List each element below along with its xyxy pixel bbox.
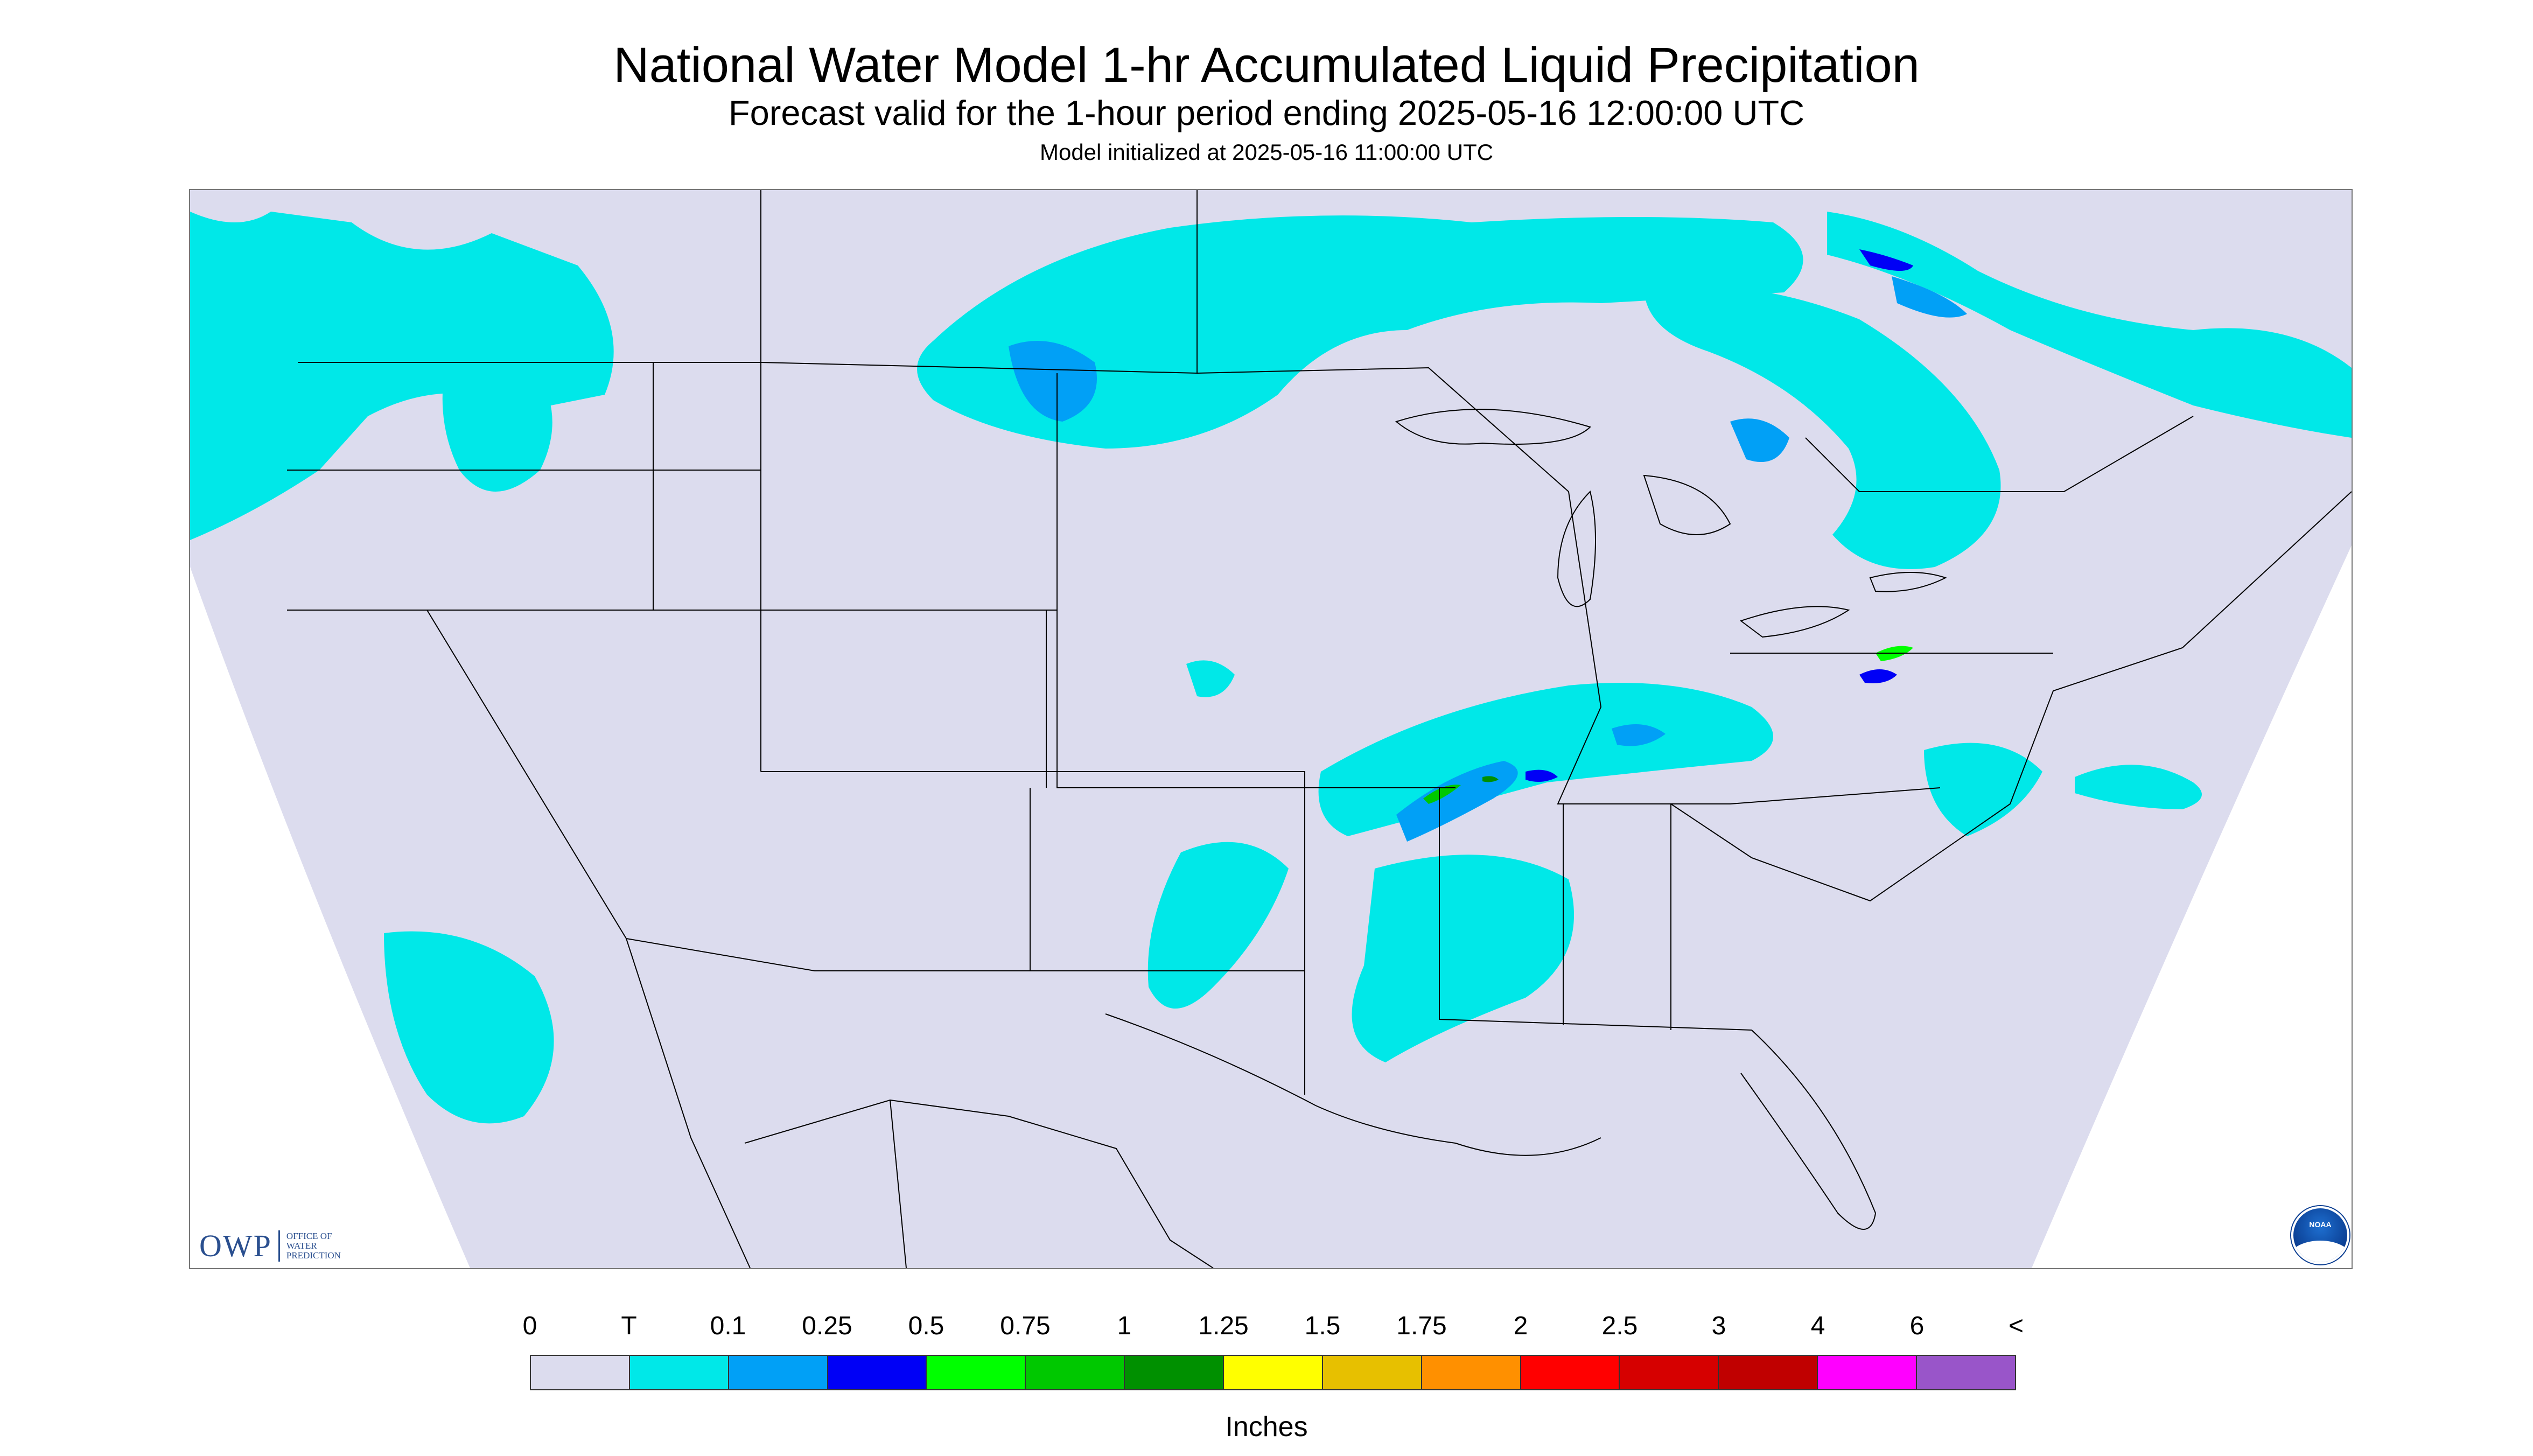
precip-moderate-areas: [1526, 249, 1913, 782]
legend-labels: 0 T 0.1 0.25 0.5 0.75 1 1.25 1.5 1.75 2 2.5 3 4 6 <: [0, 1311, 2533, 1343]
legend-label: 2: [1513, 1312, 1528, 1340]
legend-swatch: [729, 1356, 828, 1389]
owp-logo-divider: [278, 1230, 280, 1262]
legend-swatch: [629, 1356, 729, 1389]
legend-swatch: [1818, 1356, 1918, 1389]
legend-label: 0: [522, 1312, 537, 1340]
legend-label: 0.5: [908, 1312, 944, 1340]
legend-label: 1.25: [1198, 1312, 1249, 1340]
legend-swatch: [1719, 1356, 1818, 1389]
noaa-logo-wave: [2293, 1241, 2347, 1262]
legend-label: T: [621, 1312, 637, 1340]
owp-logo-text: OWP: [199, 1228, 272, 1263]
owp-logo-subtitle: OFFICE OF WATER PREDICTION: [286, 1230, 341, 1261]
great-lakes: [1395, 409, 1947, 638]
legend-swatch: [1521, 1356, 1620, 1389]
legend-swatch: [1422, 1356, 1521, 1389]
precipitation-map: [189, 189, 2353, 1269]
precip-trace-areas: [190, 212, 2352, 1124]
legend-units: Inches: [1225, 1411, 1308, 1443]
legend-swatch: [1224, 1356, 1323, 1389]
legend-label: 1: [1117, 1312, 1132, 1340]
legend-label: 0.75: [1000, 1312, 1051, 1340]
noaa-logo-text: NOAA: [2309, 1220, 2332, 1229]
legend-swatch: [531, 1356, 630, 1389]
model-domain: [190, 190, 2352, 1268]
legend-label: 2.5: [1601, 1312, 1638, 1340]
map-title: National Water Model 1-hr Accumulated Li…: [613, 38, 1920, 93]
legend-swatch: [1026, 1356, 1125, 1389]
legend-label: 3: [1711, 1312, 1726, 1340]
legend-label: 1.5: [1304, 1312, 1341, 1340]
legend-label: 0.1: [710, 1312, 746, 1340]
legend-swatch: [1125, 1356, 1224, 1389]
legend-swatch: [927, 1356, 1026, 1389]
color-legend: [530, 1355, 2016, 1390]
legend-label: <: [2008, 1312, 2024, 1340]
legend-swatch: [828, 1356, 927, 1389]
legend-swatch: [1917, 1356, 2015, 1389]
model-init-text: Model initialized at 2025-05-16 11:00:00…: [1039, 139, 1494, 165]
owp-logo: OWP OFFICE OF WATER PREDICTION: [199, 1228, 341, 1264]
legend-swatch: [1620, 1356, 1719, 1389]
noaa-logo: NOAA: [2291, 1206, 2349, 1264]
legend-swatch: [1323, 1356, 1422, 1389]
map-subtitle: Forecast valid for the 1-hour period end…: [728, 93, 1805, 132]
legend-label: 4: [1810, 1312, 1825, 1340]
legend-label: 6: [1909, 1312, 1925, 1340]
state-boundaries: [287, 190, 2352, 1268]
legend-label: 1.75: [1396, 1312, 1447, 1340]
legend-label: 0.25: [802, 1312, 852, 1340]
map-canvas: [190, 190, 2352, 1268]
